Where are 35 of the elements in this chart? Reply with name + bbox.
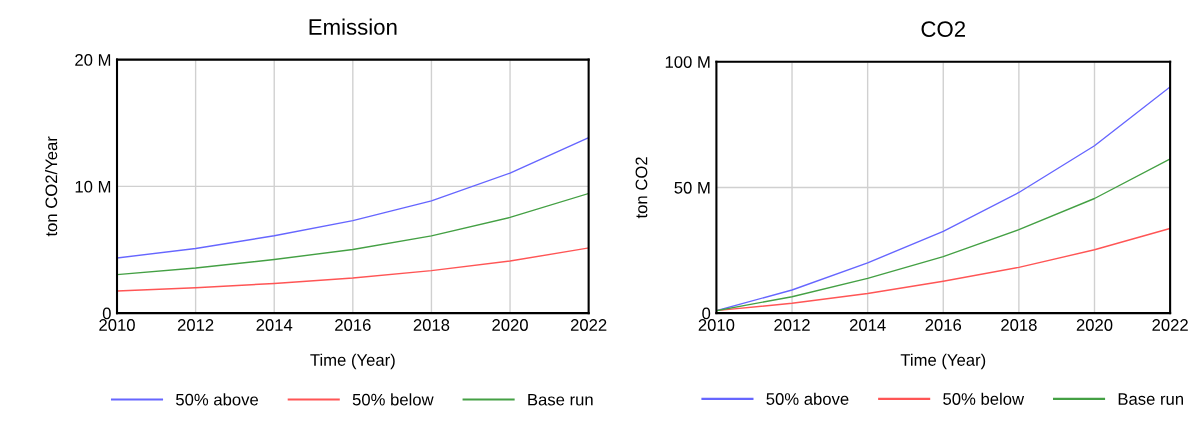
x-tick-label: 2014 xyxy=(849,319,886,331)
x-tick-label: 2020 xyxy=(492,319,528,331)
x-tick-label: 2010 xyxy=(698,319,735,331)
x-tick-label: 2020 xyxy=(1076,319,1113,331)
chart-title: CO2 xyxy=(921,21,965,37)
y-tick-label: 100 M xyxy=(665,56,710,68)
x-axis-title: Time (Year) xyxy=(900,353,986,370)
x-tick-label: 2010 xyxy=(99,319,135,331)
x-tick-label: 2016 xyxy=(925,319,962,331)
y-tick-label: 20 M xyxy=(75,54,111,66)
y-axis-title: ton CO2 xyxy=(635,157,648,219)
x-tick-label: 2016 xyxy=(335,319,371,331)
chart-title: Emission xyxy=(309,18,397,35)
y-tick-label: 0 xyxy=(702,307,711,320)
line-series xyxy=(117,247,589,292)
y-tick-label: 50 M xyxy=(674,181,710,194)
x-tick-label: 2022 xyxy=(570,319,607,331)
x-axis-title: Time (Year) xyxy=(310,353,395,370)
y-tick-label: 0 xyxy=(102,307,111,320)
legend-label: 50% below xyxy=(943,392,1025,405)
y-axis-title: ton CO2/Year xyxy=(44,136,58,237)
line-series xyxy=(117,192,589,276)
legend-label: Base run xyxy=(1118,393,1183,405)
x-tick-label: 2022 xyxy=(1152,319,1188,331)
legend-label: 50% above xyxy=(766,392,849,405)
legend-label: 50% above xyxy=(176,393,258,406)
x-tick-label: 2012 xyxy=(177,319,214,331)
x-tick-label: 2018 xyxy=(413,319,450,331)
x-tick-label: 2012 xyxy=(774,319,810,331)
line-series xyxy=(117,136,589,259)
x-tick-label: 2014 xyxy=(256,319,293,331)
x-tick-label: 2018 xyxy=(1001,319,1037,331)
y-tick-label: 10 M xyxy=(75,180,111,193)
legend-label: 50% below xyxy=(352,393,434,406)
legend-label: Base run xyxy=(528,393,593,406)
